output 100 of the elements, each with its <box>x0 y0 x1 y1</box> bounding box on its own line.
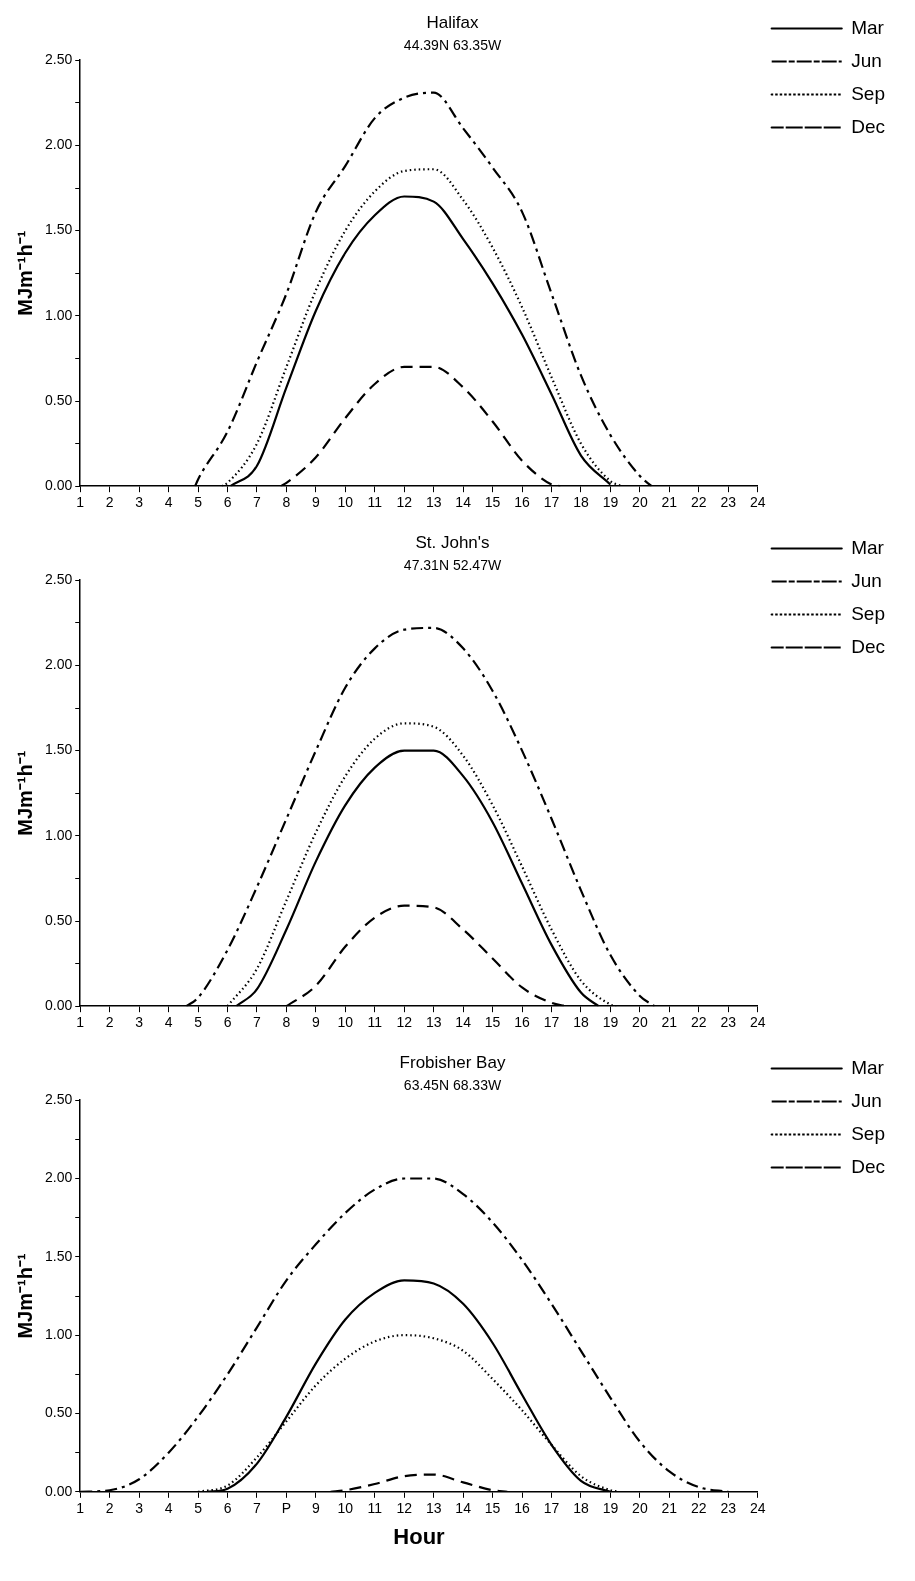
legend-label: Sep <box>851 82 886 104</box>
x-tick-label: 9 <box>311 1500 320 1517</box>
x-tick-label: 18 <box>573 494 589 511</box>
legend-label: Dec <box>851 1155 885 1177</box>
x-tick-label: 14 <box>455 1014 472 1031</box>
x-tick-label: 24 <box>749 1500 766 1517</box>
y-axis-title: MJm⁻¹h⁻¹ <box>13 1253 36 1339</box>
x-tick-label: 8 <box>282 1014 291 1031</box>
x-tick-label: 22 <box>691 494 707 511</box>
x-tick-label: 10 <box>337 1500 354 1517</box>
x-tick-label: 4 <box>164 1500 173 1517</box>
x-tick-label: 17 <box>543 1500 560 1517</box>
x-tick-label: 19 <box>602 1500 619 1517</box>
x-tick-label: 7 <box>253 1500 262 1517</box>
x-axis-title: Hour <box>393 1523 446 1549</box>
x-tick-label: 10 <box>337 494 354 511</box>
x-tick-label: 1 <box>76 1014 85 1031</box>
x-tick-label: 23 <box>720 1500 737 1517</box>
legend-label: Dec <box>851 635 885 657</box>
legend-label: Jun <box>851 569 882 591</box>
x-tick-label: 19 <box>602 494 619 511</box>
y-tick-label: 1.00 <box>45 826 73 843</box>
x-tick-label: 6 <box>223 1500 232 1517</box>
x-tick-label: 5 <box>194 1500 203 1517</box>
x-tick-label: 20 <box>632 494 648 511</box>
y-tick-label: 1.00 <box>45 1326 73 1343</box>
legend-label: Mar <box>851 16 885 38</box>
legend-label: Dec <box>851 115 885 137</box>
y-tick-label: 2.50 <box>45 571 73 588</box>
x-tick-label: 3 <box>135 1500 144 1517</box>
x-tick-label: 15 <box>484 1500 501 1517</box>
x-tick-label: 12 <box>396 1014 413 1031</box>
x-tick-label: 13 <box>425 1014 442 1031</box>
x-tick-label: 2 <box>105 494 114 511</box>
x-tick-label: 17 <box>543 1014 560 1031</box>
x-tick-label: 18 <box>573 1014 589 1031</box>
y-tick-label: 0.50 <box>45 1404 73 1421</box>
x-tick-label: 1 <box>76 494 85 511</box>
x-tick-label: 6 <box>223 1014 232 1031</box>
x-tick-label: 21 <box>661 1500 678 1517</box>
y-tick-label: 0.00 <box>45 477 73 494</box>
x-tick-label: 16 <box>514 494 531 511</box>
x-tick-label: 8 <box>282 494 291 511</box>
x-tick-label: 4 <box>164 1014 173 1031</box>
y-tick-label: 0.00 <box>45 1482 73 1499</box>
x-tick-label: 4 <box>164 494 173 511</box>
y-tick-label: 2.00 <box>45 656 73 673</box>
y-tick-label: 2.00 <box>45 136 73 153</box>
x-tick-label: 13 <box>425 1500 442 1517</box>
y-tick-label: 1.50 <box>45 741 73 758</box>
legend-label: Sep <box>851 602 886 624</box>
y-tick-label: 1.50 <box>45 1247 73 1264</box>
chart-title: St. John's <box>415 532 490 552</box>
legend-label: Jun <box>851 1089 882 1111</box>
x-tick-label: 24 <box>749 494 766 511</box>
x-tick-label: 24 <box>749 1014 766 1031</box>
chart-title: Frobisher Bay <box>399 1052 506 1072</box>
x-tick-label: 23 <box>720 1014 737 1031</box>
x-tick-label: 22 <box>691 1500 707 1517</box>
x-tick-label: 7 <box>253 1014 262 1031</box>
x-tick-label: 21 <box>661 494 678 511</box>
x-tick-label: 23 <box>720 494 737 511</box>
x-tick-label: 5 <box>194 1014 203 1031</box>
legend-label: Jun <box>851 49 882 71</box>
x-tick-label: 22 <box>691 1014 707 1031</box>
y-tick-label: 1.00 <box>45 306 73 323</box>
x-tick-label: 14 <box>455 1500 472 1517</box>
x-tick-label: P <box>281 1500 292 1517</box>
x-tick-label: 11 <box>367 1500 383 1517</box>
x-tick-label: 13 <box>425 494 442 511</box>
chart-subtitle: 44.39N 63.35W <box>403 36 502 53</box>
x-tick-label: 14 <box>455 494 472 511</box>
x-tick-label: 9 <box>311 1014 320 1031</box>
x-tick-label: 16 <box>514 1500 531 1517</box>
x-tick-label: 15 <box>484 1014 501 1031</box>
x-tick-label: 6 <box>223 494 232 511</box>
x-tick-label: 2 <box>105 1014 114 1031</box>
x-tick-label: 18 <box>573 1500 589 1517</box>
x-tick-label: 7 <box>253 494 262 511</box>
y-tick-label: 0.50 <box>45 391 73 408</box>
x-tick-label: 12 <box>396 1500 413 1517</box>
chart-subtitle: 47.31N 52.47W <box>403 556 502 573</box>
x-tick-label: 11 <box>367 1014 383 1031</box>
y-tick-label: 1.50 <box>45 221 73 238</box>
x-tick-label: 10 <box>337 1014 354 1031</box>
x-tick-label: 20 <box>632 1014 648 1031</box>
y-tick-label: 0.00 <box>45 997 73 1014</box>
y-axis-title: MJm⁻¹h⁻¹ <box>13 750 36 836</box>
legend-label: Mar <box>851 1056 885 1078</box>
x-tick-label: 20 <box>632 1500 648 1517</box>
x-tick-label: 3 <box>135 1014 144 1031</box>
x-tick-label: 9 <box>311 494 320 511</box>
chart-title: Halifax <box>426 12 479 32</box>
x-tick-label: 15 <box>484 494 501 511</box>
chart-subtitle: 63.45N 68.33W <box>403 1076 502 1093</box>
x-tick-label: 5 <box>194 494 203 511</box>
x-tick-label: 3 <box>135 494 144 511</box>
legend-label: Sep <box>851 1122 886 1144</box>
x-tick-label: 16 <box>514 1014 531 1031</box>
x-tick-label: 11 <box>367 494 383 511</box>
